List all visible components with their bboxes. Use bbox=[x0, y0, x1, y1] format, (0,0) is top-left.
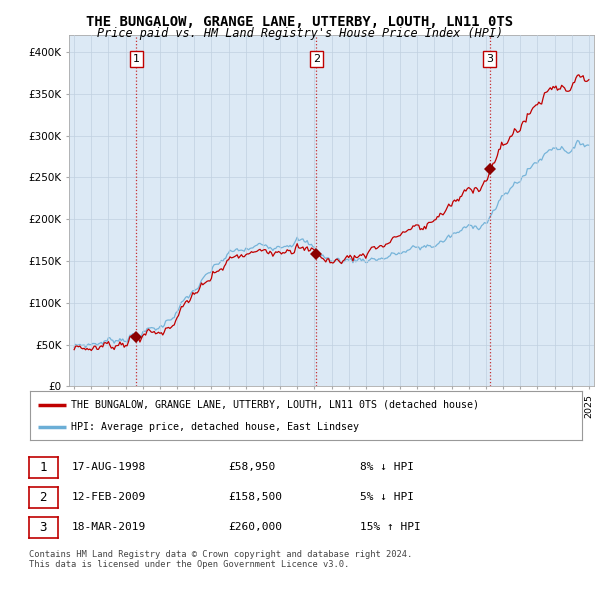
Text: 3: 3 bbox=[40, 521, 47, 534]
Text: 12-FEB-2009: 12-FEB-2009 bbox=[72, 493, 146, 502]
Text: 2: 2 bbox=[313, 54, 320, 64]
Text: £158,500: £158,500 bbox=[228, 493, 282, 502]
Text: 1: 1 bbox=[40, 461, 47, 474]
Text: 8% ↓ HPI: 8% ↓ HPI bbox=[360, 463, 414, 472]
Text: THE BUNGALOW, GRANGE LANE, UTTERBY, LOUTH, LN11 0TS (detached house): THE BUNGALOW, GRANGE LANE, UTTERBY, LOUT… bbox=[71, 399, 479, 409]
Text: 17-AUG-1998: 17-AUG-1998 bbox=[72, 463, 146, 472]
Text: THE BUNGALOW, GRANGE LANE, UTTERBY, LOUTH, LN11 0TS: THE BUNGALOW, GRANGE LANE, UTTERBY, LOUT… bbox=[86, 15, 514, 30]
Text: Price paid vs. HM Land Registry's House Price Index (HPI): Price paid vs. HM Land Registry's House … bbox=[97, 27, 503, 40]
Text: 2: 2 bbox=[40, 491, 47, 504]
Text: 15% ↑ HPI: 15% ↑ HPI bbox=[360, 523, 421, 532]
Text: 1: 1 bbox=[133, 54, 140, 64]
Text: 5% ↓ HPI: 5% ↓ HPI bbox=[360, 493, 414, 502]
Text: £58,950: £58,950 bbox=[228, 463, 275, 472]
Text: 3: 3 bbox=[486, 54, 493, 64]
Text: HPI: Average price, detached house, East Lindsey: HPI: Average price, detached house, East… bbox=[71, 422, 359, 432]
Text: 18-MAR-2019: 18-MAR-2019 bbox=[72, 523, 146, 532]
Text: Contains HM Land Registry data © Crown copyright and database right 2024.
This d: Contains HM Land Registry data © Crown c… bbox=[29, 550, 412, 569]
Text: £260,000: £260,000 bbox=[228, 523, 282, 532]
